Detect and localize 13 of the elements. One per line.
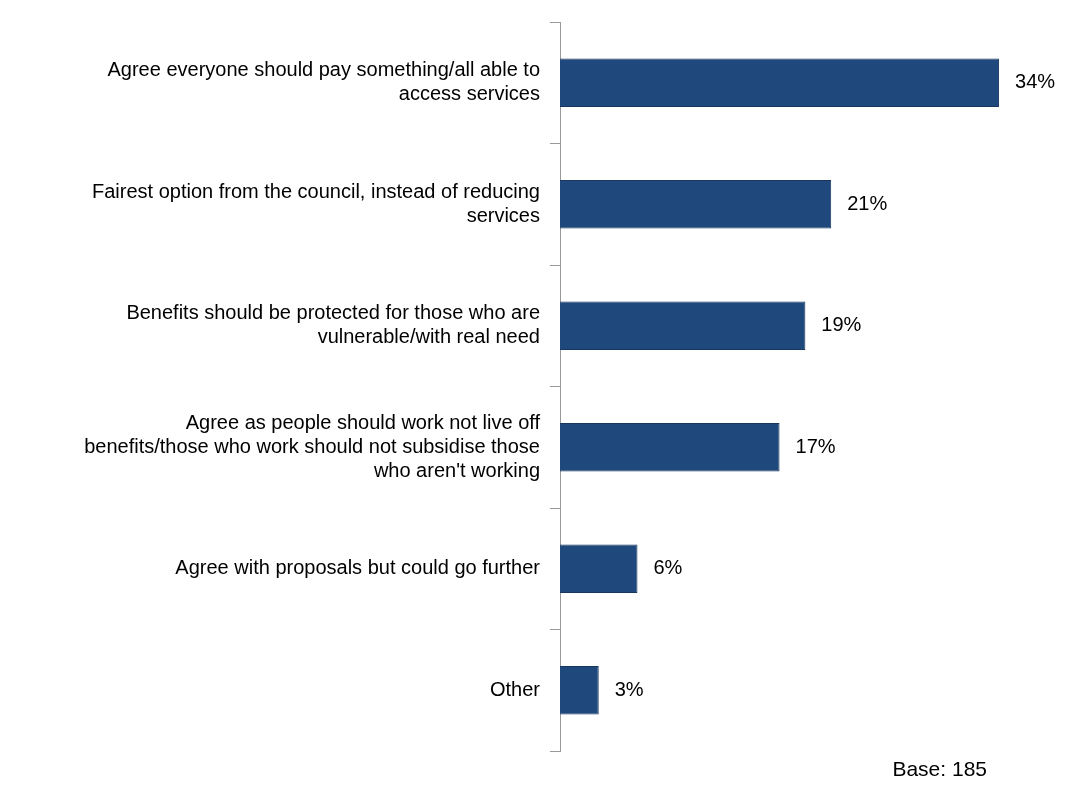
data-label: 6% [653,556,683,579]
y-tick-label: Other [489,677,541,700]
y-tick-label: Agree everyone should pay something/all able to access services [107,58,540,105]
y-tick-label: Agree as people should work not live off benefits/those who work should not subsidise those who aren't working [84,410,541,481]
data-label: 3% [614,677,644,700]
y-tick-label: Benefits should be protected for those who are vulnerable/with real need [126,301,540,348]
data-label: 17% [795,434,836,457]
text: Base: 185 [892,757,987,781]
data-label: 19% [821,313,862,336]
data-label: 21% [847,191,888,214]
y-tick-label: Agree with proposals but could go further [175,556,541,579]
data-label: 34% [1015,70,1056,93]
y-tick-label: Fairest option from the council, instead of reducing services [91,179,540,226]
